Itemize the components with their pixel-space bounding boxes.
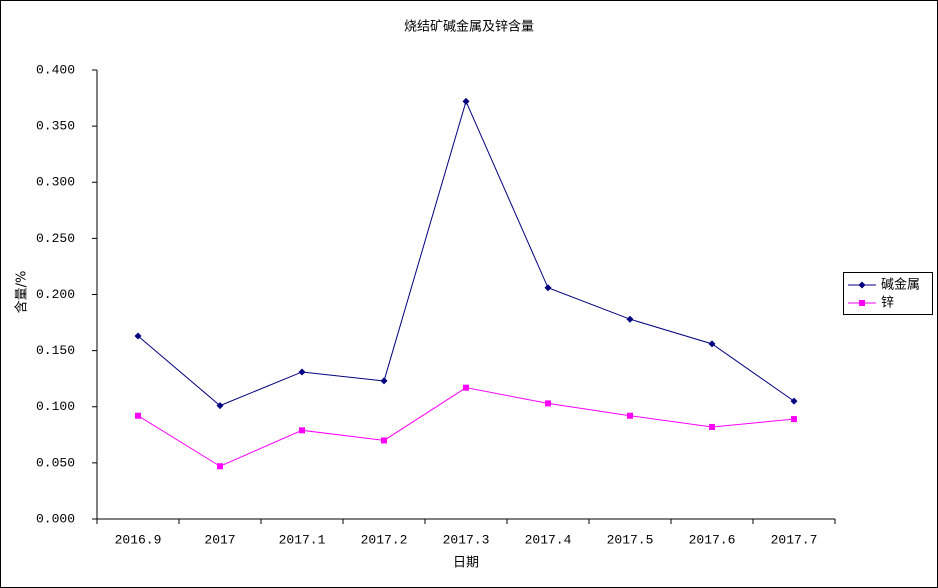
legend-marker	[858, 281, 866, 289]
point	[381, 437, 387, 444]
x-axis-label: 日期	[453, 556, 479, 571]
point	[217, 463, 223, 470]
point	[463, 384, 469, 391]
y-tick-label: 0.200	[36, 287, 75, 302]
x-tick-label: 2017.7	[771, 532, 818, 547]
x-tick-label: 2016.9	[115, 532, 162, 547]
point	[790, 397, 798, 405]
y-tick-label: 0.400	[36, 62, 75, 77]
y-tick-label: 0.150	[36, 343, 75, 358]
point	[462, 97, 470, 105]
point	[380, 377, 388, 385]
y-tick-label: 0.300	[36, 175, 75, 190]
x-tick-label: 2017.1	[279, 532, 326, 547]
point	[216, 402, 224, 410]
y-tick-label: 0.100	[36, 399, 75, 414]
y-tick-label: 0.050	[36, 455, 75, 470]
y-tick-label: 0.350	[36, 119, 75, 134]
y-tick-label: 0.000	[36, 511, 75, 526]
chart-title: 烧结矿碱金属及锌含量	[404, 19, 534, 35]
point	[627, 412, 633, 419]
point	[299, 427, 305, 434]
point	[135, 412, 141, 419]
point	[134, 332, 142, 340]
point	[298, 368, 306, 376]
legend-box	[843, 272, 933, 315]
point	[626, 315, 634, 323]
point	[709, 423, 715, 430]
point	[791, 416, 797, 423]
legend-marker	[859, 300, 865, 306]
legend-label: 锌	[881, 296, 894, 311]
x-tick-label: 2017.3	[443, 532, 490, 547]
point	[708, 340, 716, 348]
x-tick-label: 2017.5	[607, 532, 654, 547]
x-tick-label: 2017	[204, 532, 235, 547]
point	[545, 400, 551, 407]
x-tick-label: 2017.6	[689, 532, 736, 547]
y-tick-label: 0.250	[36, 231, 75, 246]
x-tick-label: 2017.4	[525, 532, 572, 547]
legend-label: 碱金属	[881, 277, 920, 293]
y-axis-label: 含量/%	[14, 271, 30, 314]
point	[544, 284, 552, 292]
x-tick-label: 2017.2	[361, 532, 408, 547]
